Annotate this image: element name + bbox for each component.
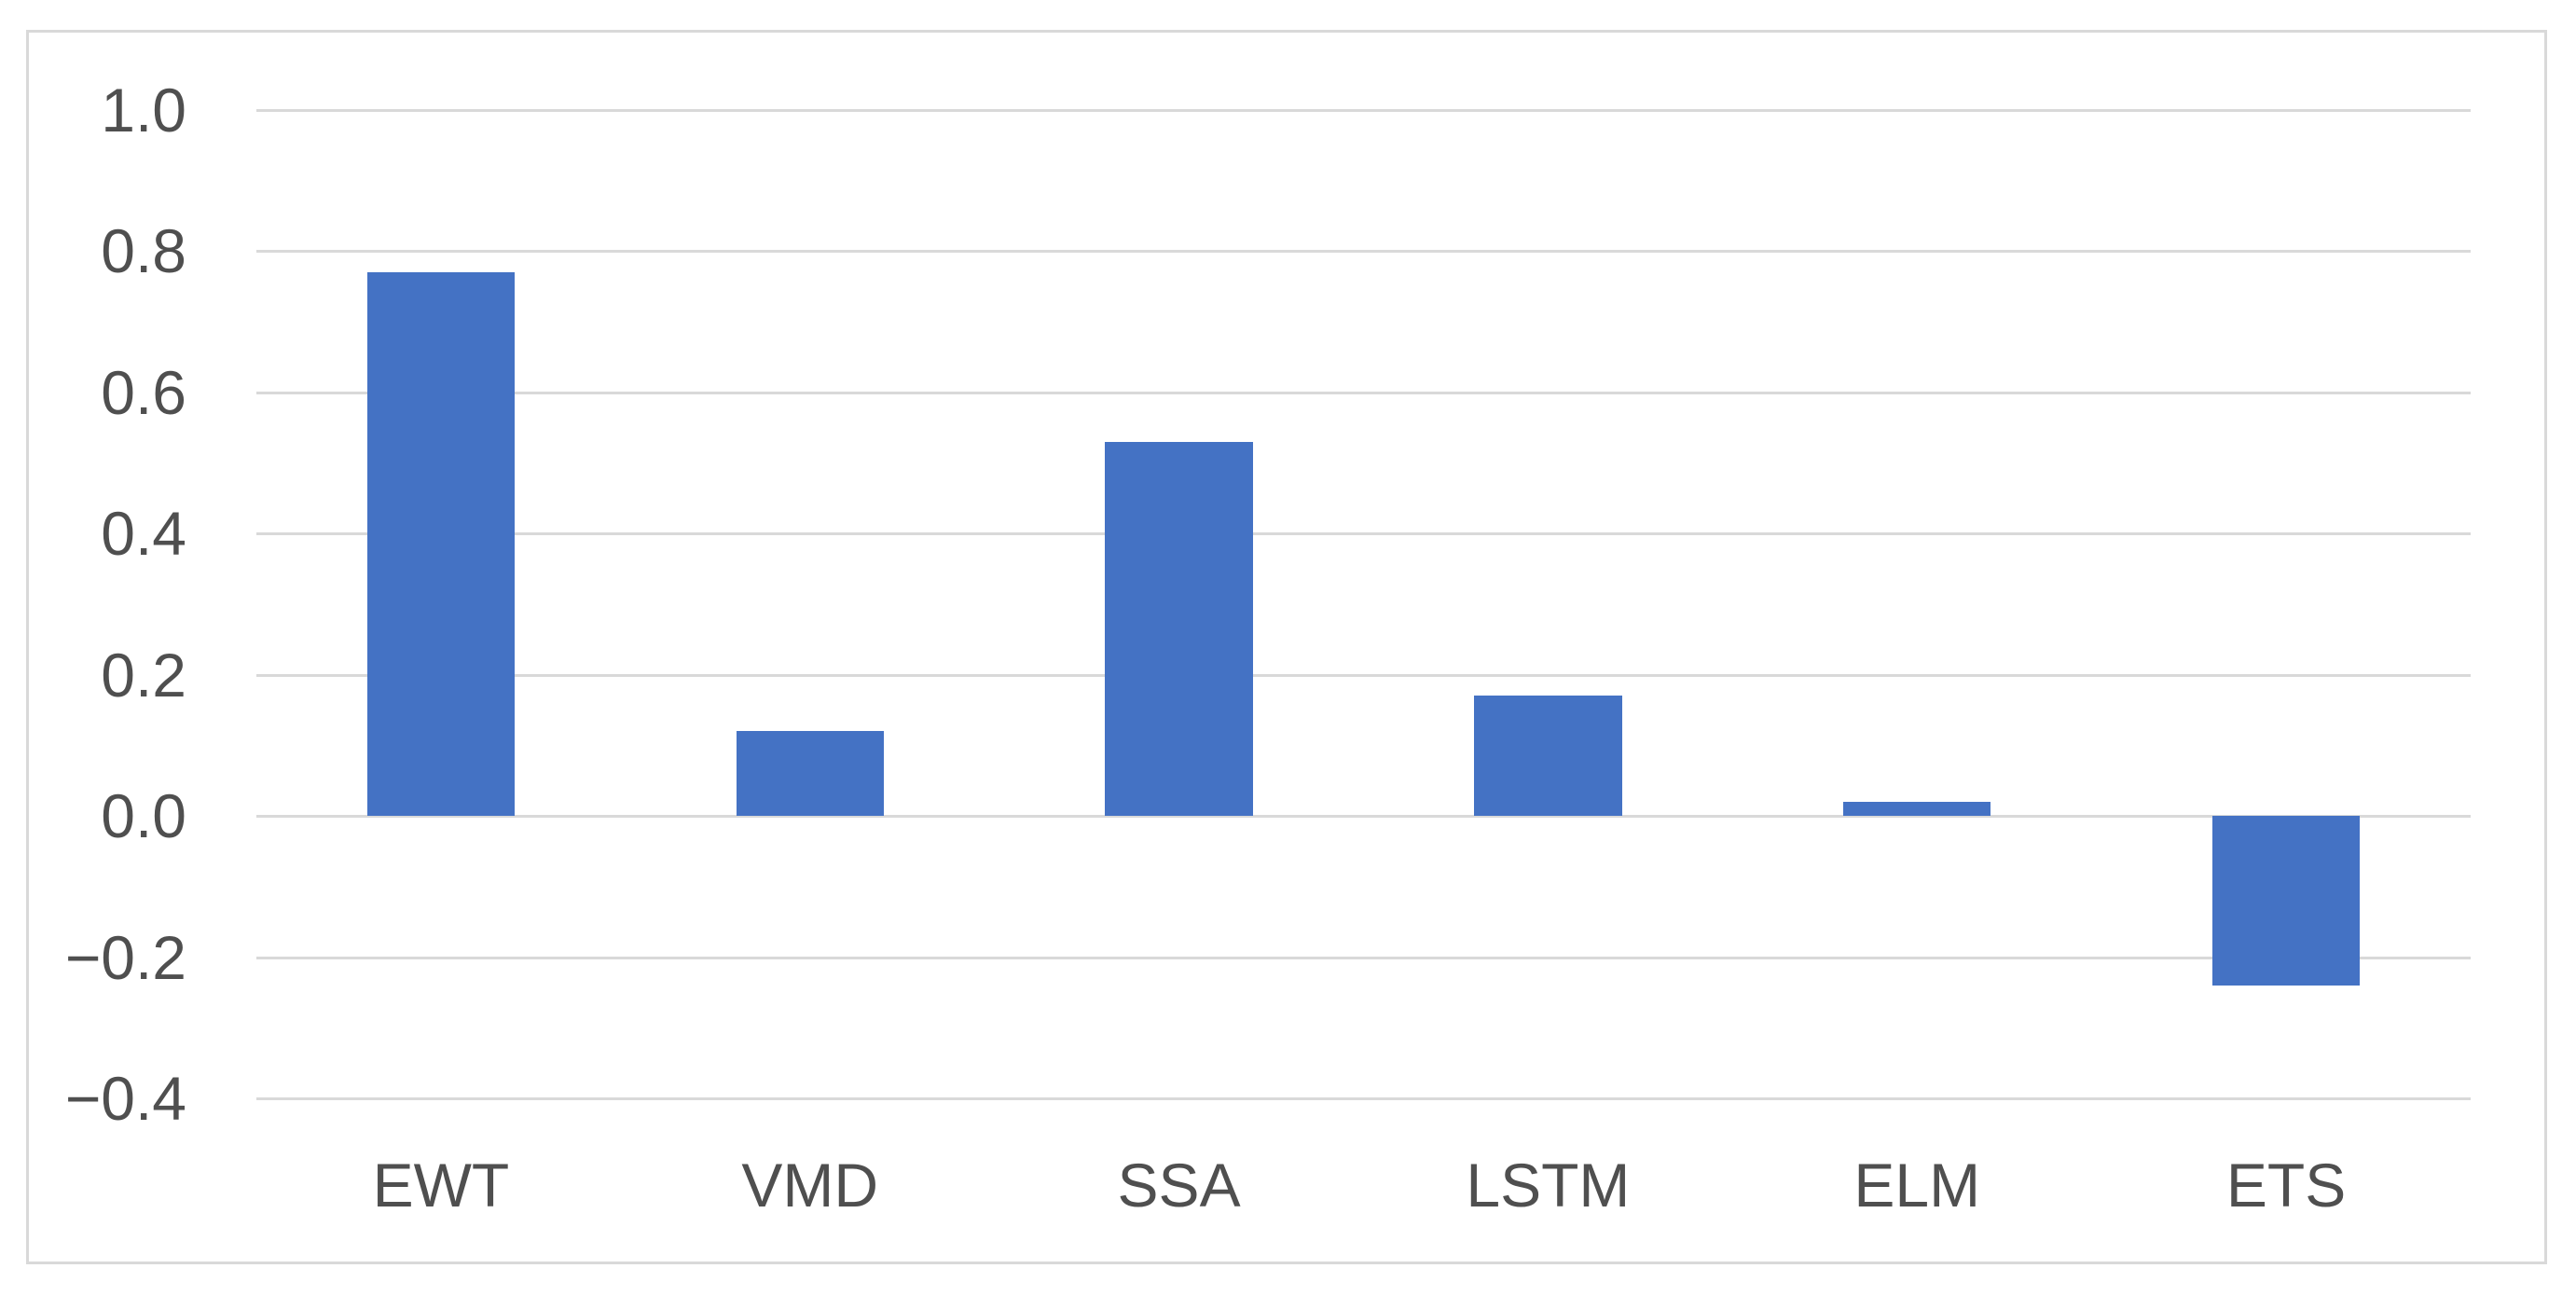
bar-lstm: [1474, 696, 1622, 817]
x-category-label: ETS: [2225, 1151, 2347, 1220]
y-tick-label: 0.6: [101, 357, 186, 427]
chart-frame: 1.0 0.8 0.6 0.4 0.2 0.0 −0.2 −0.4 EWT VMD SSA LSTM…: [26, 30, 2547, 1264]
gridline: [256, 815, 2471, 819]
x-category-label: LSTM: [1466, 1151, 1631, 1220]
bar-elm: [1843, 802, 1991, 817]
bar-ewt: [366, 272, 516, 817]
x-category-label: SSA: [1117, 1151, 1241, 1220]
x-category-label: EWT: [372, 1151, 510, 1220]
gridline: [256, 532, 2471, 536]
y-tick-label: −0.2: [64, 922, 186, 992]
y-tick-label: 1.0: [101, 76, 186, 145]
gridline: [256, 391, 2471, 394]
y-tick-label: 0.8: [101, 216, 186, 286]
bar-ssa: [1105, 441, 1253, 817]
y-tick-label: 0.0: [101, 781, 186, 851]
bar-ets: [2211, 816, 2361, 986]
gridline: [256, 956, 2471, 959]
y-tick-label: −0.4: [64, 1064, 186, 1133]
x-category-label: VMD: [741, 1151, 879, 1220]
y-tick-label: 0.4: [101, 499, 186, 569]
y-tick-label: 0.2: [101, 640, 186, 710]
gridline: [256, 109, 2471, 112]
x-category-label: ELM: [1853, 1151, 1981, 1220]
gridline: [256, 1097, 2471, 1100]
gridline: [256, 250, 2471, 254]
plot-area: [256, 109, 2471, 1100]
gridline: [256, 673, 2471, 677]
bar-vmd: [736, 731, 884, 817]
